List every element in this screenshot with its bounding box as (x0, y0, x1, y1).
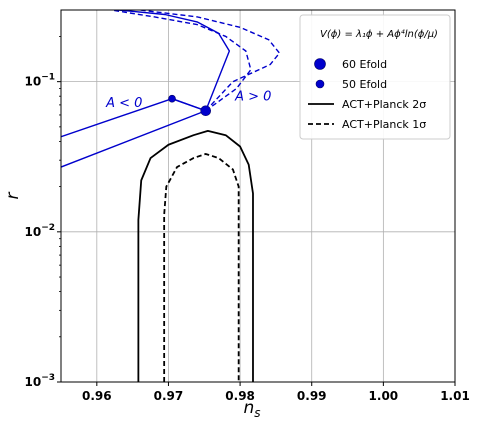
legend-marker (314, 58, 326, 70)
plot-area (61, 10, 281, 382)
y-tick-label: 10−2 (24, 223, 55, 239)
y-tick-label: 10−1 (24, 73, 55, 89)
x-axis-label: ns (243, 398, 260, 420)
legend-title: V(ϕ) = λ₁ϕ + Aϕ⁴ln(ϕ/μ) (320, 28, 438, 40)
x-tick-label: 0.96 (82, 389, 112, 403)
x-tick-label: 0.97 (154, 389, 184, 403)
annotation-1: A > 0 (234, 89, 271, 104)
series-line-1 (61, 110, 206, 168)
series-line-4 (111, 10, 252, 112)
x-tick-label: 1.00 (369, 389, 399, 403)
series-line-5 (139, 10, 281, 112)
efold-marker-1 (168, 94, 176, 103)
y-tick-label: 10−3 (24, 373, 55, 389)
x-tick-label: 1.01 (440, 389, 470, 403)
annotation-0: A < 0 (105, 96, 142, 111)
efold-marker-0 (200, 105, 212, 117)
legend-label: 50 Efold (342, 78, 387, 91)
x-tick-label: 0.99 (297, 389, 327, 403)
legend-marker (315, 79, 325, 89)
legend: V(ϕ) = λ₁ϕ + Aϕ⁴ln(ϕ/μ) 60 Efold 50 Efold A… (299, 14, 451, 140)
axes-frame (60, 9, 456, 383)
y-axis-label: r (3, 192, 23, 200)
legend-label: 60 Efold (342, 58, 387, 71)
x-tick-label: 0.98 (225, 389, 255, 403)
legend-label: ACT+Planck 1σ (342, 118, 426, 131)
series-line-0 (61, 98, 173, 138)
legend-label: ACT+Planck 2σ (342, 98, 426, 111)
legend-box (299, 14, 451, 140)
series-line-6 (137, 129, 254, 382)
series-line-7 (163, 153, 240, 382)
